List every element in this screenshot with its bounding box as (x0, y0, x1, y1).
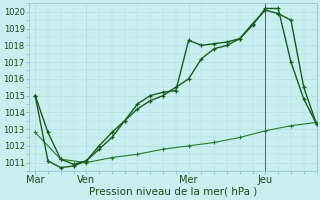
X-axis label: Pression niveau de la mer( hPa ): Pression niveau de la mer( hPa ) (89, 187, 257, 197)
